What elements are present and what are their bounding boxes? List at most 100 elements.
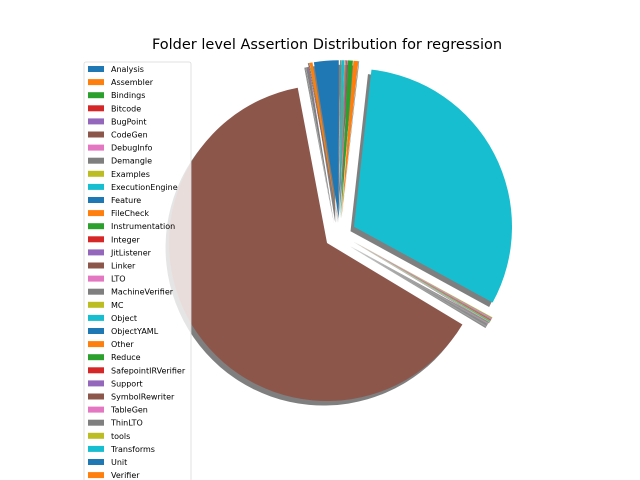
slice-shadow: [305, 67, 334, 223]
legend-swatch: [88, 393, 104, 400]
pie-slice-executionengine: [353, 241, 491, 323]
pie-slice-reduce: [340, 60, 353, 219]
pie-slice-mc: [353, 241, 493, 318]
pie-slice-examples: [353, 242, 490, 323]
pie-slice-bitcode: [308, 63, 338, 219]
legend-item: tools: [88, 432, 130, 441]
legend-item: FileCheck: [88, 209, 149, 218]
pie-slice-object: [354, 69, 513, 303]
legend-swatch: [88, 275, 104, 282]
pie-slice-tablegen: [340, 60, 347, 219]
pie-slice-feature: [353, 241, 491, 322]
legend-item: Support: [88, 379, 143, 388]
pie-slice-support: [340, 60, 348, 219]
legend-swatch: [88, 79, 104, 86]
legend-swatch: [88, 459, 104, 465]
legend-swatch: [88, 131, 104, 138]
legend-swatch: [88, 367, 104, 374]
pie-slice-integer: [353, 241, 492, 321]
legend-item: Object: [88, 314, 137, 323]
legend-item: Assembler: [88, 78, 154, 87]
legend-swatch: [88, 262, 104, 269]
legend-item: Integer: [88, 235, 140, 244]
legend: Analysis Assembler Bindings Bitcode BugPoint…: [83, 61, 192, 480]
pie-slice-analysis: [313, 60, 339, 219]
slice-shadow: [350, 246, 488, 325]
legend-swatch: [88, 66, 104, 72]
legend-item: ObjectYAML: [88, 327, 159, 336]
slice-shadow: [304, 67, 334, 223]
legend-swatch: [88, 223, 104, 230]
legend-item: MC: [88, 301, 124, 310]
pie-slice-transforms: [340, 60, 345, 219]
slice-shadow: [350, 246, 489, 323]
legend-item: ExecutionEngine: [88, 183, 178, 192]
pie-slice-other: [341, 60, 359, 219]
legend-swatch: [88, 328, 104, 334]
legend-frame: [83, 61, 192, 480]
slice-shadow: [350, 246, 488, 325]
legend-item: JitListener: [88, 248, 152, 257]
legend-item: Reduce: [88, 353, 141, 362]
pie-slice-filecheck: [353, 241, 491, 322]
slice-shadow: [350, 246, 488, 326]
legend-swatch: [88, 118, 104, 125]
legend-label: Analysis: [111, 65, 144, 74]
slice-shadow: [350, 246, 486, 329]
legend-label: ObjectYAML: [111, 327, 159, 336]
slice-shadow: [350, 246, 489, 323]
pie-slice-codegen: [169, 87, 463, 402]
legend-label: Feature: [111, 196, 141, 205]
legend-label: MachineVerifier: [111, 288, 174, 297]
legend-label: SafepointIRVerifier: [111, 366, 186, 375]
legend-label: tools: [111, 432, 130, 441]
legend-label: LTO: [111, 275, 126, 284]
slice-shadow: [350, 246, 487, 328]
legend-swatch: [88, 92, 104, 99]
pie-slice-lto: [353, 241, 492, 319]
legend-swatch: [88, 419, 104, 426]
pie-slice-machineverifier: [353, 241, 493, 319]
legend-item: Unit: [88, 458, 127, 467]
legend-label: Instrumentation: [111, 222, 175, 231]
legend-swatch: [88, 445, 104, 452]
legend-swatch: [88, 170, 104, 177]
legend-label: Integer: [111, 235, 140, 244]
legend-item: Linker: [88, 262, 136, 271]
legend-item: ThinLTO: [88, 419, 143, 428]
legend-item: Analysis: [88, 65, 144, 74]
legend-label: Bitcode: [111, 104, 141, 113]
slice-shadow: [350, 246, 489, 324]
pie-slice-linker: [353, 241, 492, 320]
legend-swatch: [88, 236, 104, 243]
chart-title: Folder level Assertion Distribution for …: [152, 37, 502, 53]
pie-slice-tools: [340, 60, 345, 219]
pie-slice-symbolrewriter: [340, 60, 347, 219]
legend-label: Support: [111, 379, 143, 388]
legend-label: Other: [111, 340, 134, 349]
legend-label: CodeGen: [111, 131, 148, 140]
legend-swatch: [88, 157, 104, 164]
pie-slice-safepointirverifier: [340, 60, 348, 219]
legend-item: Instrumentation: [88, 222, 175, 231]
legend-item: BugPoint: [88, 117, 147, 126]
legend-swatch: [88, 210, 104, 217]
legend-item: Other: [88, 340, 134, 349]
legend-swatch: [88, 144, 104, 151]
legend-swatch: [88, 249, 104, 256]
legend-label: ThinLTO: [110, 419, 143, 428]
legend-swatch: [88, 354, 104, 361]
legend-item: TableGen: [88, 406, 148, 415]
legend-label: DebugInfo: [111, 144, 153, 153]
pie-slice-thinlto: [340, 60, 346, 219]
legend-item: Examples: [88, 170, 150, 179]
legend-item: Feature: [88, 196, 141, 205]
legend-item: Bitcode: [88, 104, 141, 113]
legend-label: Reduce: [111, 353, 141, 362]
legend-label: Transforms: [110, 445, 155, 454]
legend-label: Verifier: [111, 471, 140, 480]
legend-label: MC: [111, 301, 124, 310]
legend-item: CodeGen: [88, 131, 148, 140]
legend-swatch: [88, 197, 104, 203]
